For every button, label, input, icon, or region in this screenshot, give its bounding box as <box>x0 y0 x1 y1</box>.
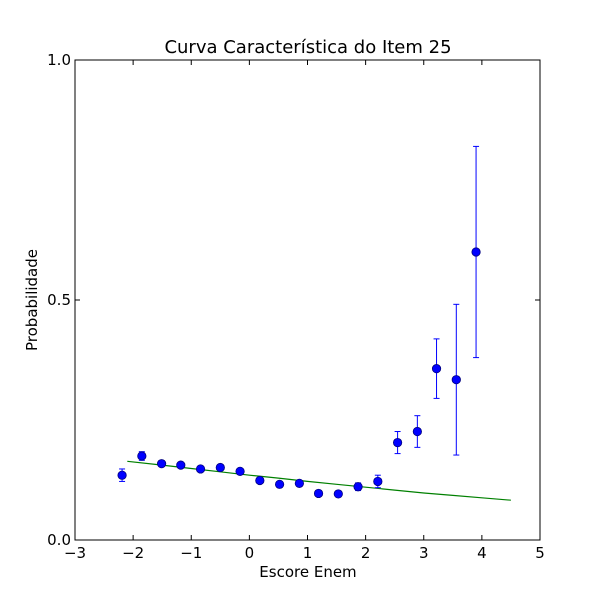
plot-area <box>74 59 541 541</box>
x-tick-label: 4 <box>477 544 487 562</box>
x-tick-label: 1 <box>303 544 313 562</box>
x-tick-label: −2 <box>122 544 144 562</box>
x-tick-label: 0 <box>245 544 255 562</box>
data-point <box>176 460 186 470</box>
data-point <box>431 364 442 374</box>
x-axis-label: Escore Enem <box>259 563 356 581</box>
data-point <box>313 488 324 499</box>
data-point <box>294 478 304 488</box>
y-tick-label: 0.0 <box>47 531 71 549</box>
data-point <box>451 375 461 385</box>
data-point <box>255 475 265 486</box>
x-tick-label: −1 <box>180 544 202 562</box>
data-point <box>235 466 245 476</box>
data-point <box>412 426 422 437</box>
y-axis-label: Probabilidade <box>23 249 41 351</box>
data-point <box>117 470 127 480</box>
x-tick-label: 2 <box>361 544 371 562</box>
data-point <box>215 462 225 473</box>
observed-points-group <box>117 145 481 499</box>
data-point <box>157 459 167 469</box>
y-tick-label: 0.5 <box>47 291 71 309</box>
data-point <box>333 489 343 499</box>
axis-ticks: −3 −2 −1 0 1 2 3 4 5 0.0 0.5 1.0 <box>47 51 545 562</box>
chart-title: Curva Característica do Item 25 <box>164 37 451 58</box>
data-point <box>471 247 481 257</box>
x-tick-label: 3 <box>419 544 429 562</box>
x-tick-label: 5 <box>535 544 545 562</box>
data-point <box>137 451 147 461</box>
x-tick-label: −3 <box>64 544 86 562</box>
y-tick-label: 1.0 <box>47 51 71 69</box>
data-point <box>274 479 285 489</box>
data-point <box>373 476 383 487</box>
data-point <box>195 464 206 474</box>
data-point <box>353 482 363 492</box>
data-point <box>392 437 403 448</box>
